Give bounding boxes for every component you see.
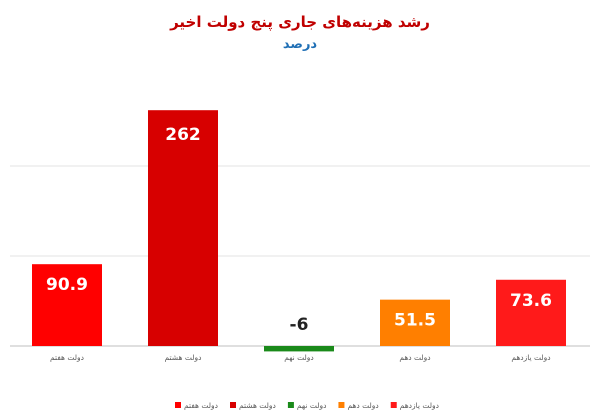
bar-4 xyxy=(380,299,450,346)
category-label-2: دولت هشتم xyxy=(165,353,202,362)
bar-5 xyxy=(496,279,566,346)
data-label-5: 73.6 xyxy=(510,291,552,311)
legend-swatch-2 xyxy=(230,402,236,408)
legend-swatch-1 xyxy=(175,402,181,408)
legend-swatch-3 xyxy=(287,402,294,408)
legend-swatch-5 xyxy=(390,402,397,408)
data-label-3: -6 xyxy=(290,315,309,335)
legend-swatch-4 xyxy=(338,402,345,408)
chart-title: رشد هزینه‌های جاری پنج دولت اخیر xyxy=(169,13,430,32)
data-label-4: 51.5 xyxy=(394,311,436,331)
data-labels: 90.9 262 -6 51.5 73.6 xyxy=(46,125,552,335)
legend: دولت هفتم دولت هشتم دولت نهم دولت دهم دولت ی… xyxy=(175,401,439,410)
legend-label-2: دولت هشتم xyxy=(239,401,276,410)
category-label-5: دولت یازدهم xyxy=(511,353,550,362)
bar-3 xyxy=(264,346,334,352)
legend-label-3: دولت نهم xyxy=(297,401,327,410)
legend-label-4: دولت دهم xyxy=(347,401,378,410)
legend-label-5: دولت یازدهم xyxy=(400,401,439,410)
bars xyxy=(32,110,566,352)
bar-1 xyxy=(32,264,102,346)
data-label-1: 90.9 xyxy=(46,275,88,295)
category-labels: دولت هفتم دولت هشتم دولت نهم دولت دهم دولت ی… xyxy=(50,353,551,362)
category-label-4: دولت دهم xyxy=(399,353,430,362)
bar-2 xyxy=(148,110,218,346)
category-label-3: دولت نهم xyxy=(284,353,314,362)
category-label-1: دولت هفتم xyxy=(50,353,84,362)
chart-subtitle: درصد xyxy=(283,37,318,52)
legend-label-1: دولت هفتم xyxy=(184,401,218,410)
data-label-2: 262 xyxy=(165,125,201,145)
